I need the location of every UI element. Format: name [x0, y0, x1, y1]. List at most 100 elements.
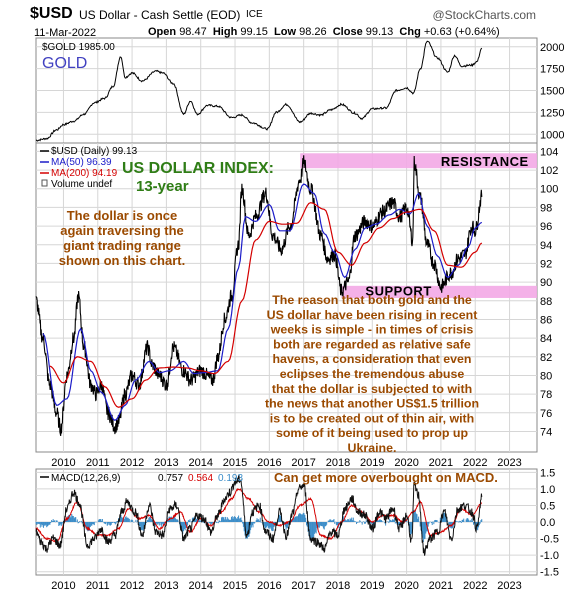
macd-y-tick-label: 1.5 — [540, 467, 555, 479]
macd-legend-label: MACD(12,26,9) — [51, 473, 120, 484]
gold-legend: $GOLD 1985.00 — [42, 42, 115, 53]
chg-value: +0.63 (+0.64%) — [423, 26, 500, 38]
price-x-tick-label: 2020 — [394, 457, 418, 469]
gold-y-tick-label: 1750 — [540, 64, 564, 76]
annotation-line: shown on this chart. — [59, 253, 185, 268]
price-y-tick-label: 96 — [540, 221, 552, 233]
macd-line — [35, 474, 483, 556]
price-y-tick-label: 84 — [540, 333, 552, 345]
close-value: 99.13 — [365, 26, 394, 38]
price-x-tick-label: 2012 — [120, 457, 144, 469]
price-x-tick-label: 2010 — [51, 457, 75, 469]
zone-resistance — [300, 153, 537, 169]
zone-support — [341, 285, 537, 298]
commentary-line: US dollar have been rising in recent — [267, 308, 478, 322]
chg-label: Chg — [399, 26, 421, 38]
symbol: $USD — [30, 5, 73, 22]
commentary-line: is to be created out of thin air, with — [270, 411, 474, 425]
commentary-line: havens, a consideration that even — [272, 352, 471, 366]
macd-x-tick-label: 2020 — [394, 580, 418, 592]
price-x-tick-label: 2021 — [429, 457, 453, 469]
watermark: @StockCharts.com — [432, 8, 536, 22]
price-y-tick-label: 80 — [540, 370, 552, 382]
price-y-tick-label: 78 — [540, 389, 552, 401]
gold-y-tick-label: 1000 — [540, 129, 564, 141]
open-value: 98.47 — [179, 26, 207, 38]
price-y-tick-label: 74 — [540, 426, 552, 438]
price-legend-item: $USD (Daily) 99.13 — [51, 146, 138, 157]
price-y-tick-label: 94 — [540, 240, 552, 252]
price-x-tick-label: 2019 — [360, 457, 384, 469]
commentary-line: weeks is simple - in times of crisis — [270, 323, 474, 337]
price-y-tick-label: 104 — [540, 146, 558, 158]
gold-y-tick-label: 1500 — [540, 86, 564, 98]
price-x-tick-label: 2017 — [291, 457, 315, 469]
macd-x-tick-label: 2013 — [154, 580, 178, 592]
open-label: Open — [148, 26, 177, 38]
low-label: Low — [274, 26, 297, 38]
macd-legend-signal: 0.564 — [188, 473, 213, 484]
chart-date: 11-Mar-2022 — [34, 27, 97, 39]
price-y-tick-label: 100 — [540, 184, 558, 196]
ma50-line — [42, 183, 483, 422]
instrument-name: US Dollar - Cash Settle (EOD) — [79, 8, 241, 22]
price-x-tick-label: 2011 — [86, 457, 110, 469]
high-value: 99.15 — [240, 26, 268, 38]
commentary-line: eclipses the tremendous abuse — [280, 367, 465, 381]
macd-x-tick-label: 2012 — [120, 580, 144, 592]
ma200-line — [49, 202, 483, 408]
price-legend-item: Volume undef — [51, 179, 112, 190]
price-x-tick-label: 2018 — [326, 457, 350, 469]
price-y-tick-label: 90 — [540, 277, 552, 289]
commentary-line: some of it being used to prop up — [276, 426, 468, 440]
macd-x-tick-label: 2023 — [497, 580, 521, 592]
commentary-line: both are regarded as relative safe — [273, 337, 471, 351]
macd-x-tick-label: 2016 — [257, 580, 281, 592]
macd-y-tick-label: -0.5 — [540, 534, 559, 546]
macd-x-tick-label: 2014 — [188, 580, 212, 592]
price-legend-item: MA(50) 96.39 — [51, 157, 112, 168]
price-x-tick-label: 2013 — [154, 457, 178, 469]
price-x-tick-label: 2015 — [223, 457, 247, 469]
macd-x-tick-label: 2019 — [360, 580, 384, 592]
macd-note: Can get more overbought on MACD. — [274, 470, 498, 485]
ohlc-readout: Open 98.47 High 99.15 Low 98.26 Close 99… — [148, 26, 500, 38]
macd-y-tick-label: 0.0 — [540, 517, 555, 529]
price-x-tick-label: 2014 — [188, 457, 212, 469]
chart-subtitle: 13-year — [136, 178, 189, 195]
annotation-line: again traversing the — [60, 223, 184, 238]
low-value: 98.26 — [299, 26, 327, 38]
gold-y-tick-label: 2000 — [540, 42, 564, 54]
macd-x-tick-label: 2011 — [86, 580, 110, 592]
price-y-tick-label: 86 — [540, 314, 552, 326]
price-legend-item: MA(200) 94.19 — [51, 168, 118, 179]
price-y-tick-label: 92 — [540, 258, 552, 270]
macd-legend-value: 0.757 — [158, 473, 183, 484]
legend-swatch — [41, 179, 48, 187]
high-label: High — [212, 26, 238, 38]
macd-legend-histogram: 0.193 — [218, 473, 243, 484]
macd-x-tick-label: 2018 — [326, 580, 350, 592]
macd-x-tick-label: 2015 — [223, 580, 247, 592]
price-y-tick-label: 98 — [540, 202, 552, 214]
support-label: SUPPORT — [365, 284, 431, 299]
price-y-tick-label: 82 — [540, 352, 552, 364]
macd-x-tick-label: 2021 — [429, 580, 453, 592]
macd-x-tick-label: 2022 — [463, 580, 487, 592]
annotation-line: giant trading range — [63, 238, 181, 253]
exchange: ICE — [246, 9, 263, 20]
commentary-line: the news that another US$1.5 trillion — [265, 397, 479, 411]
commentary-line: The reason that both gold and the — [272, 293, 472, 307]
chart-title: US DOLLAR INDEX: — [122, 160, 274, 177]
macd-y-tick-label: 1.0 — [540, 484, 555, 496]
macd-x-tick-label: 2010 — [51, 580, 75, 592]
price-y-tick-label: 102 — [540, 165, 558, 177]
gold-price-line — [35, 40, 483, 142]
price-x-tick-label: 2023 — [497, 457, 521, 469]
commentary-line: that the dollar is subjected to with — [272, 382, 472, 396]
price-y-tick-label: 88 — [540, 296, 552, 308]
price-y-tick-label: 76 — [540, 408, 552, 420]
resistance-label: RESISTANCE — [441, 154, 529, 169]
